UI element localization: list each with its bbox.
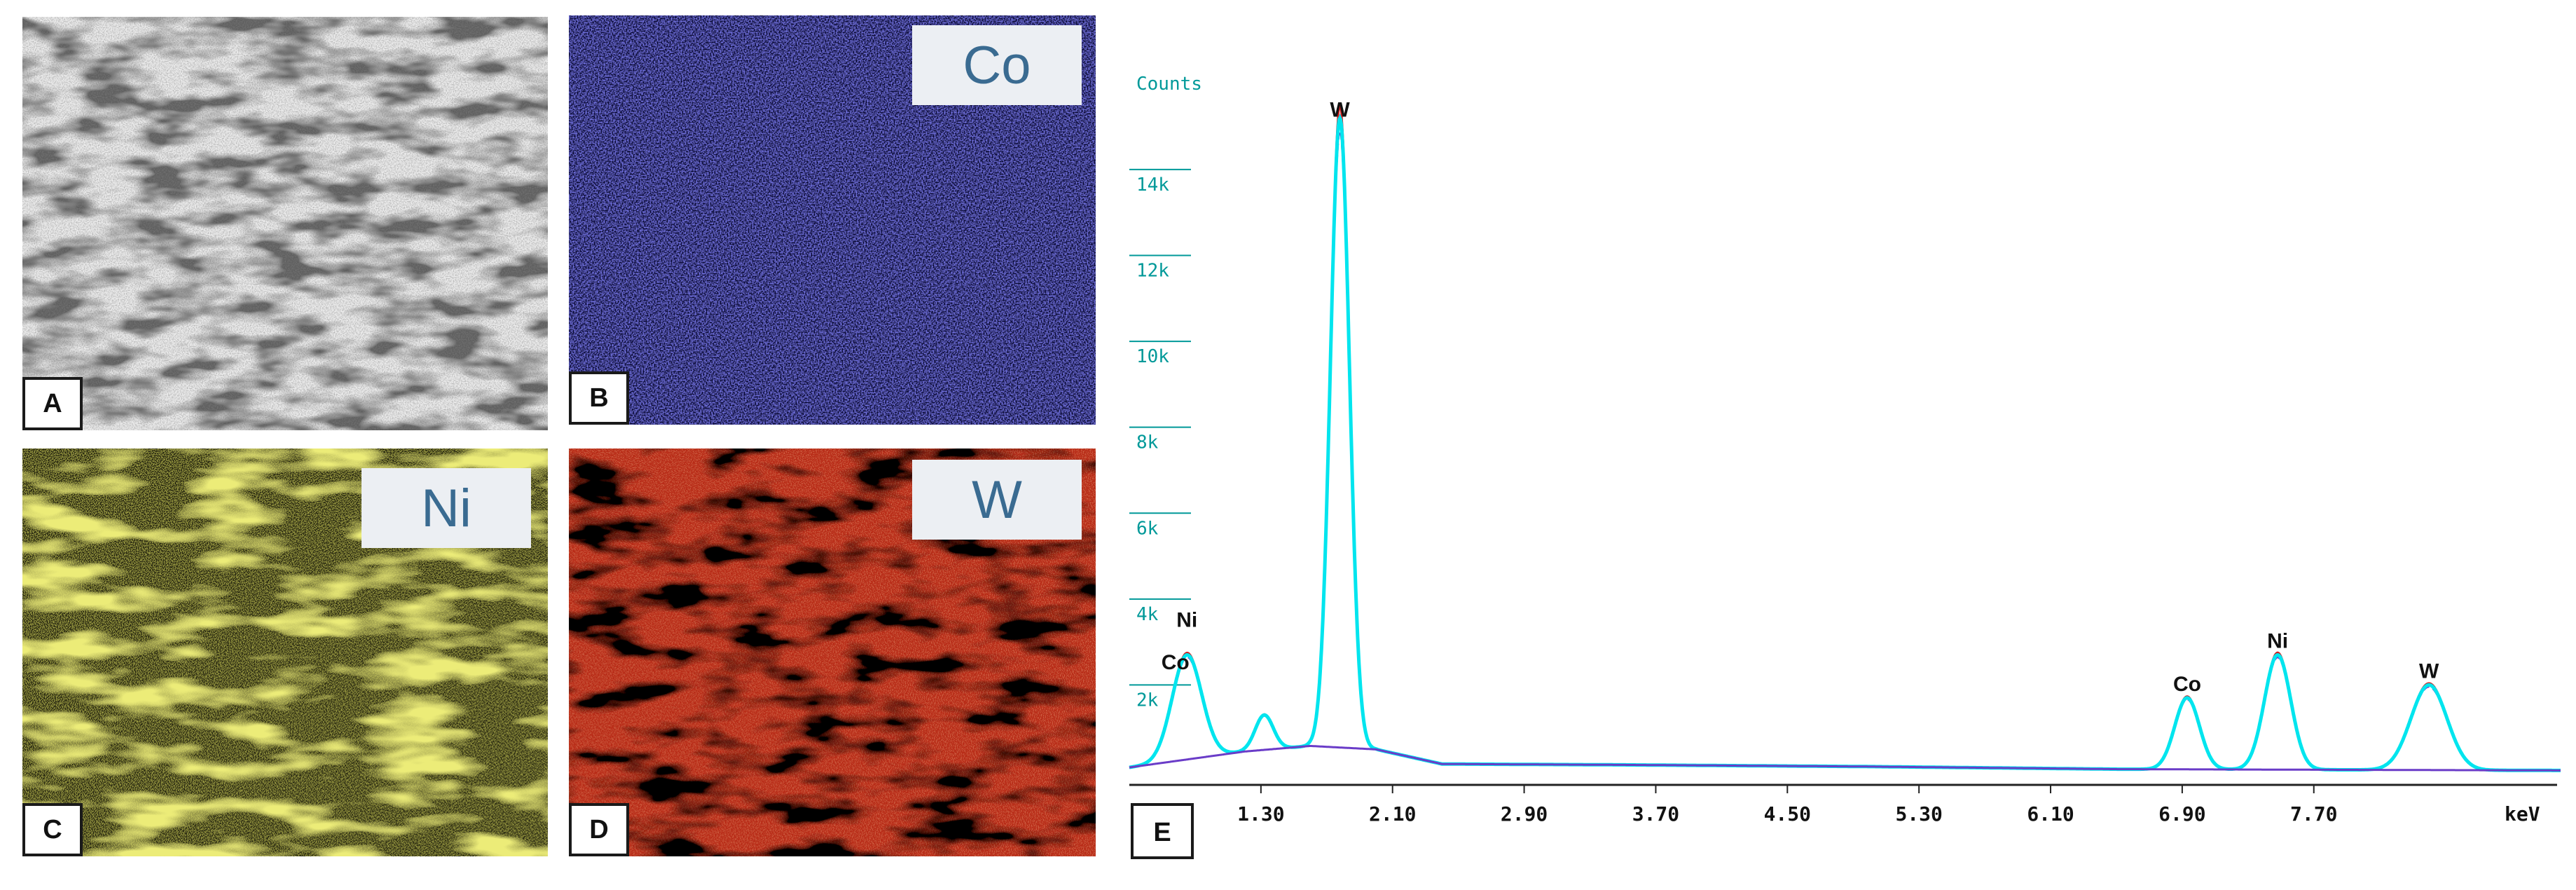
peak-label: Ni bbox=[1176, 609, 1197, 632]
x-tick-label: 1.30 bbox=[1237, 802, 1284, 826]
y-tick-label: 4k bbox=[1136, 604, 1159, 625]
x-tick-label: 4.50 bbox=[1764, 802, 1811, 826]
y-tick-label: 8k bbox=[1136, 432, 1159, 453]
eds-spectrum-chart: Counts 2k 4k 6k 8k 10k 12k 14k 1.30 2.10 2.90 3.7… bbox=[1129, 74, 2561, 859]
x-tick-label: 2.90 bbox=[1501, 802, 1548, 826]
x-tick-label: 7.70 bbox=[2290, 802, 2337, 826]
element-label-ni: Ni bbox=[361, 468, 531, 548]
x-tick-label: 6.10 bbox=[2027, 802, 2074, 826]
peak-label: Co bbox=[1162, 651, 1190, 674]
x-tick-label: 5.30 bbox=[1895, 802, 1942, 826]
peak-label: W bbox=[2419, 659, 2439, 683]
panel-label-d: D bbox=[569, 803, 629, 856]
x-tick-label: 3.70 bbox=[1632, 802, 1679, 826]
background-fit-line bbox=[1129, 745, 2561, 772]
x-tick-label: 6.90 bbox=[2158, 802, 2205, 826]
element-label-co: Co bbox=[912, 25, 1082, 105]
y-tick-label: 6k bbox=[1136, 518, 1159, 539]
peak-labels: Ni Co W Co Ni W bbox=[1162, 98, 2439, 695]
panel-label-c: C bbox=[22, 803, 83, 856]
x-axis: 1.30 2.10 2.90 3.70 4.50 5.30 6.10 6.90 7.70 bbox=[1129, 783, 2557, 826]
panel-c-ni-map: Ni C bbox=[22, 449, 548, 856]
y-tick-label: 14k bbox=[1136, 174, 1169, 196]
x-tick-label: 2.10 bbox=[1369, 802, 1416, 826]
panel-label-b: B bbox=[569, 371, 629, 425]
peak-label: Co bbox=[2173, 673, 2201, 696]
spectrum-series bbox=[1129, 102, 2561, 772]
sem-micrograph bbox=[22, 17, 548, 430]
element-label-w: W bbox=[912, 460, 1082, 540]
panel-label-a: A bbox=[22, 377, 83, 430]
y-tick-label: 12k bbox=[1136, 261, 1169, 282]
y-axis-label: Counts bbox=[1136, 74, 1202, 95]
y-tick-label: 10k bbox=[1136, 346, 1169, 367]
spectrum-line-cyan bbox=[1129, 114, 2561, 772]
peak-label: W bbox=[1330, 98, 1350, 121]
panel-label-e: E bbox=[1153, 818, 1171, 847]
y-tick-label: 2k bbox=[1136, 690, 1159, 711]
panel-a-sem-image: A bbox=[22, 17, 548, 430]
y-axis-ticks: 2k 4k 6k 8k 10k 12k 14k bbox=[1129, 168, 1191, 711]
panel-b-co-map: Co B bbox=[569, 15, 1096, 425]
peak-label: Ni bbox=[2267, 630, 2288, 653]
panel-label-e-box bbox=[1131, 803, 1194, 859]
x-axis-label: keV bbox=[2505, 802, 2540, 826]
panel-d-w-map: W D bbox=[569, 449, 1096, 856]
